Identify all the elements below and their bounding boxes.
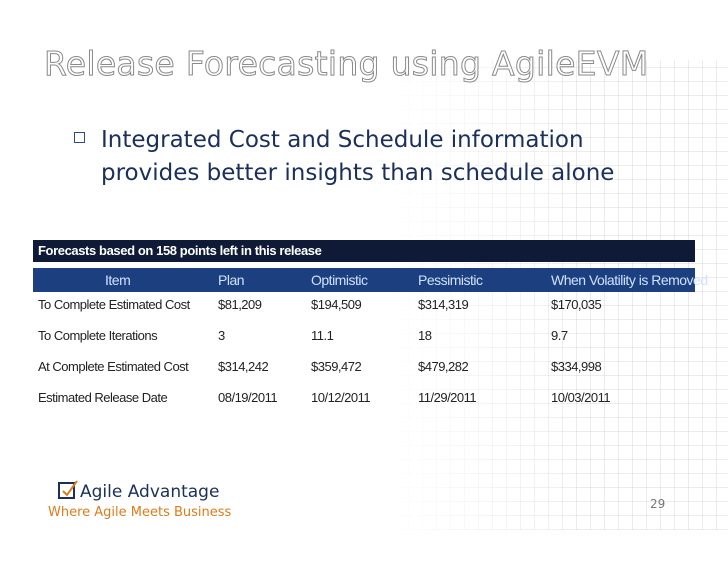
- column-header: Plan: [218, 272, 245, 288]
- table-cell: 11/29/2011: [418, 390, 477, 405]
- column-header: Item: [105, 272, 131, 288]
- table-row: At Complete Estimated Cost $314,242 $359,4…: [33, 354, 695, 385]
- table-cell: $334,998: [551, 359, 602, 374]
- table-caption: Forecasts based on 158 points left in th…: [33, 240, 695, 262]
- table-cell: $81,209: [218, 297, 262, 312]
- table-cell: $194,509: [311, 297, 362, 312]
- column-header: Pessimistic: [418, 272, 483, 288]
- table-cell: $479,282: [418, 359, 469, 374]
- table-cell: 11.1: [311, 328, 334, 343]
- slide-title: Release Forecasting using AgileEVM: [43, 44, 649, 84]
- row-label: Estimated Release Date: [38, 390, 168, 405]
- table-cell: 3: [218, 328, 225, 343]
- table-cell: $170,035: [551, 297, 602, 312]
- table-header: Item Plan Optimistic Pessimistic When Volati…: [33, 268, 708, 292]
- table-cell: $314,242: [218, 359, 269, 374]
- page-number: 29: [650, 497, 666, 511]
- table-cell: $359,472: [311, 359, 362, 374]
- row-label: At Complete Estimated Cost: [38, 359, 189, 374]
- table-body: To Complete Estimated Cost $81,209 $194,50…: [33, 292, 695, 416]
- table-cell: 9.7: [551, 328, 568, 343]
- logo-text: Agile Advantage: [80, 482, 220, 502]
- table-row: To Complete Estimated Cost $81,209 $194,50…: [33, 292, 695, 323]
- table-cell: 18: [418, 328, 432, 343]
- forecast-table: Forecasts based on 158 points left in th…: [33, 240, 708, 416]
- table-row: To Complete Iterations 3 11.1 18 9.7: [33, 323, 695, 354]
- table-row: Estimated Release Date 08/19/2011 10/12/20…: [33, 385, 695, 416]
- table-cell: 10/03/2011: [551, 390, 611, 405]
- bullet-marker: [74, 132, 85, 143]
- table-cell: 08/19/2011: [218, 390, 278, 405]
- bullet-text: Integrated Cost and Schedule information…: [101, 127, 615, 186]
- table-cell: $314,319: [418, 297, 469, 312]
- logo-icon: [58, 480, 78, 499]
- column-header: When Volatility is Removed: [551, 272, 708, 288]
- table-cell: 10/12/2011: [311, 390, 371, 405]
- background-grid: [380, 60, 728, 530]
- column-header: Optimistic: [311, 272, 368, 288]
- row-label: To Complete Estimated Cost: [38, 297, 190, 312]
- row-label: To Complete Iterations: [38, 328, 158, 343]
- tagline: Where Agile Meets Business: [48, 505, 232, 520]
